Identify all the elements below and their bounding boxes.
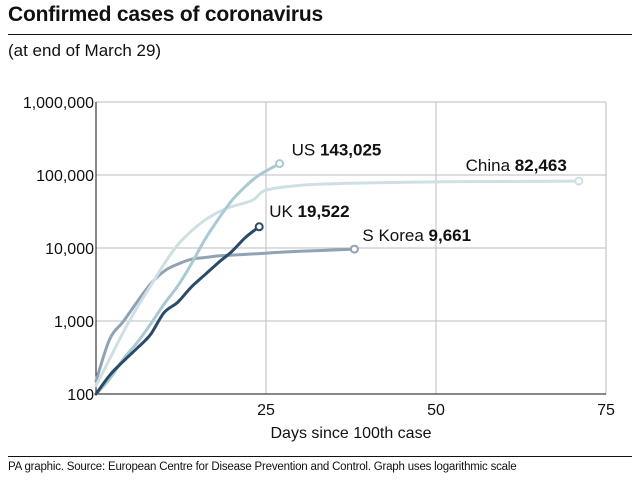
y-tick-label: 10,000 (45, 241, 94, 258)
series-label-s-korea: S Korea 9,661 (362, 226, 471, 245)
end-point-china (574, 176, 584, 186)
series-value: 19,522 (298, 202, 350, 221)
footer-rule (8, 456, 632, 457)
series-line-china (94, 179, 581, 388)
series-line-us (94, 162, 282, 396)
title-rule (8, 34, 632, 35)
series-value: 82,463 (515, 156, 567, 175)
y-tick-label: 100 (67, 387, 94, 404)
series-name: UK (269, 202, 297, 221)
end-point-us (275, 159, 285, 169)
series-name: S Korea (362, 226, 428, 245)
end-point-s-korea (349, 244, 359, 254)
series-name: China (466, 156, 515, 175)
chart-subtitle: (at end of March 29) (8, 41, 162, 60)
x-tick-label: 75 (597, 402, 615, 419)
series-label-china: China 82,463 (466, 156, 567, 175)
series-value: 9,661 (429, 226, 472, 245)
x-tick-label: 25 (257, 402, 275, 419)
series-line-s-korea (94, 247, 356, 383)
source-note: PA graphic. Source: European Centre for … (8, 461, 517, 473)
series-label-us: US 143,025 (292, 141, 382, 160)
x-axis-label: Days since 100th case (271, 425, 432, 442)
line-chart: 100 1,000 10,000 100,000 1,000,000 25 50 75 Days… (23, 95, 615, 442)
series-value: 143,025 (320, 141, 381, 160)
end-point-uk (254, 222, 264, 232)
y-tick-label: 1,000,000 (23, 95, 94, 112)
x-tick-label: 50 (427, 402, 445, 419)
series-name: US (292, 141, 320, 160)
series-label-uk: UK 19,522 (269, 202, 349, 221)
y-tick-label: 100,000 (36, 168, 94, 185)
series-line-uk (94, 225, 261, 396)
y-tick-label: 1,000 (54, 314, 94, 331)
chart-title: Confirmed cases of coronavirus (8, 3, 323, 26)
